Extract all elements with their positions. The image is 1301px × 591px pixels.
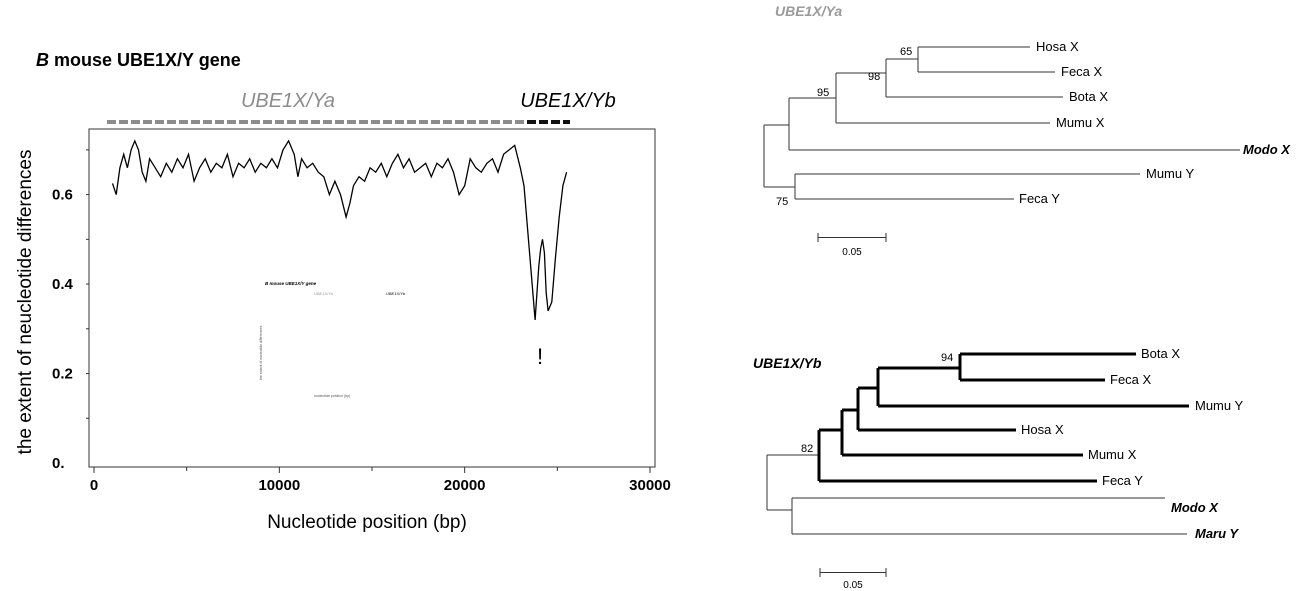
inset-ylabel: the extent of nucleotide differences	[259, 326, 263, 380]
x-axis-label: Nucleotide position (bp)	[267, 512, 467, 533]
tree-yb-bs-2: 82	[801, 443, 813, 455]
tree-ya-bs-1: 65	[900, 46, 912, 58]
y-tick-label: 0.	[52, 455, 65, 472]
region-label-yb: UBE1X/Yb	[520, 90, 616, 112]
tree-yb-bootstrap: 94 82	[801, 352, 953, 455]
tree-ya-leaf: Feca Y	[1019, 191, 1060, 206]
tree-ya-bs-2: 98	[868, 71, 880, 83]
tree-ya-scale-line	[817, 233, 887, 242]
tree-yb-leaves: Bota X Feca X Mumu Y Hosa X Mumu X Feca …	[1021, 346, 1243, 541]
tree-yb-leaf: Feca X	[1110, 372, 1152, 387]
tree-yb-scale-bar: 0.05	[819, 568, 887, 591]
chart-title-text: mouse UBE1X/Y gene	[49, 50, 241, 70]
tree-ya-leaf: Hosa X	[1036, 39, 1079, 54]
tree-yb-leaf: Mumu X	[1088, 447, 1137, 462]
region-label-ya: UBE1X/Ya	[241, 90, 335, 112]
tree-ya-leaf: Mumu Y	[1146, 166, 1194, 181]
y-tick-label: 0.2	[52, 366, 73, 383]
inset-ya: UBE1X/Ya	[314, 291, 334, 296]
tree-yb-thin-paths	[766, 454, 1187, 535]
tree-ya-leaf: Modo X	[1243, 142, 1291, 157]
tree-ya-branches	[763, 46, 1240, 200]
y-tick-label: 0.6	[52, 187, 73, 204]
tree-yb-thick-paths	[817, 352, 1189, 483]
x-tick-label: 30000	[629, 477, 671, 494]
tree-ya-paths	[763, 46, 1240, 200]
series-line	[111, 139, 568, 320]
tree-yb-leaf: Bota X	[1141, 346, 1180, 361]
tree-ya-bs-3: 95	[817, 87, 829, 99]
tree-yb-bs-1: 94	[941, 352, 953, 364]
inset-yb: UBE1X/Yb	[386, 291, 406, 296]
tree-ya-leaf: Feca X	[1061, 64, 1103, 79]
tree-yb-scale-label: 0.05	[843, 580, 863, 591]
tree-yb-scale-line	[819, 568, 887, 577]
inset-artifact: B mouse UBE1X/Y gene UBE1X/Ya UBE1X/Yb t…	[259, 281, 406, 398]
tree-ya-leaves: Hosa X Feca X Bota X Mumu X Modo X Mumu …	[1019, 39, 1291, 206]
tree-ya-bootstrap: 65 98 95 75	[776, 46, 912, 208]
tree-yb-leaf: Maru Y	[1195, 526, 1239, 541]
y-axis-label: the extent of neucleotide differences	[15, 150, 36, 455]
dip-marker: !	[537, 344, 543, 369]
x-tick-label: 10000	[258, 477, 300, 494]
tree-ya-scale-label: 0.05	[842, 247, 862, 258]
inset-xlabel: nucleotide position (bp)	[314, 394, 350, 398]
tree-ya-bs-4: 75	[776, 196, 788, 208]
x-tick-label: 20000	[444, 477, 486, 494]
tree-yb-title: UBE1X/Yb	[753, 355, 822, 371]
tree-ya-leaf: Bota X	[1069, 89, 1108, 104]
tree-yb-branches	[766, 352, 1189, 535]
plot-frame	[88, 128, 656, 468]
y-tick-label: 0.4	[52, 276, 74, 293]
tree-yb-leaf: Mumu Y	[1195, 398, 1243, 413]
tree-yb-leaf: Feca Y	[1102, 473, 1143, 488]
chart-title-letter: B	[36, 50, 49, 70]
tree-yb-leaf: Hosa X	[1021, 422, 1064, 437]
x-tick-label: 0	[90, 477, 98, 494]
y-axis: 0. 0.2 0.4 0.6	[52, 149, 89, 472]
chart-title: B mouse UBE1X/Y gene	[36, 50, 241, 70]
x-axis: 0 10000 20000 30000	[90, 467, 671, 494]
tree-ya-scale-bar: 0.05	[817, 233, 887, 258]
inset-title: B mouse UBE1X/Y gene	[265, 281, 317, 286]
tree-ya-title: UBE1X/Ya	[775, 3, 842, 19]
tree-yb-leaf: Modo X	[1171, 500, 1219, 515]
tree-ya-leaf: Mumu X	[1056, 115, 1105, 130]
